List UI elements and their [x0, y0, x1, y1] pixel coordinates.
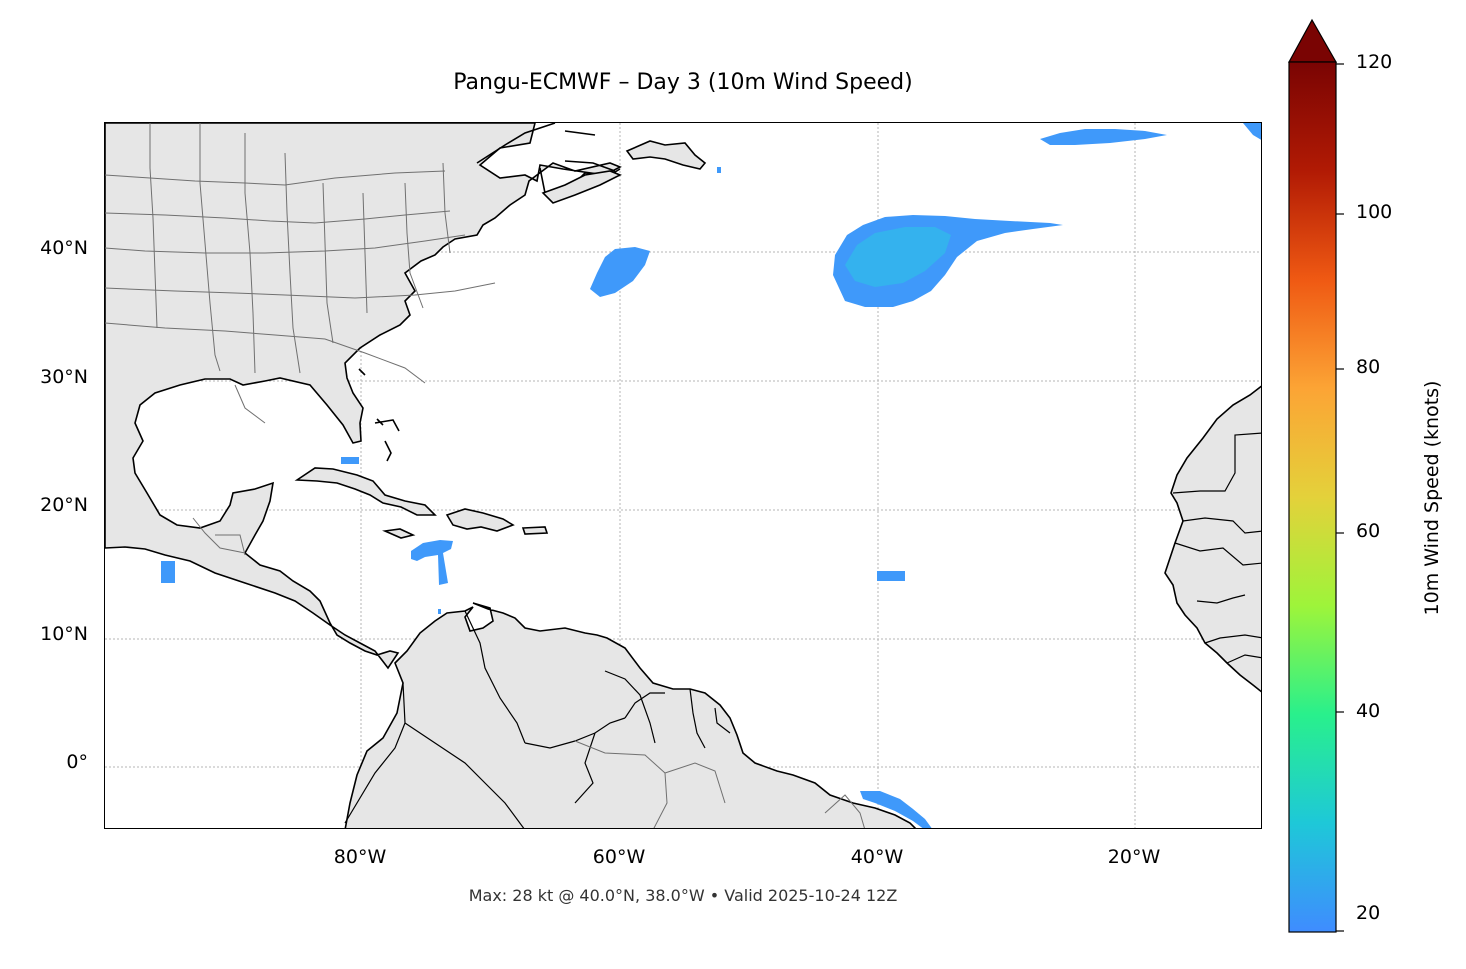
north-america-land [105, 123, 622, 670]
colorbar-tick-20: 20 [1356, 902, 1381, 924]
bahamas-land [358, 368, 400, 462]
jamaica-land [382, 528, 416, 539]
map-title: Pangu-ECMWF – Day 3 (10m Wind Speed) [453, 70, 913, 95]
lat-label-30n: 30°N [40, 366, 88, 388]
south-america-borders [344, 610, 731, 828]
lat-label-0: 0° [66, 751, 88, 773]
lon-label-80w: 80°W [333, 846, 387, 868]
cuba-land [294, 467, 437, 516]
wind-patch-cayman [341, 457, 359, 464]
lat-label-40n: 40°N [40, 237, 88, 259]
colorbar-tick-marks [1336, 63, 1344, 932]
map-canvas [105, 123, 1261, 828]
colorbar-gradient [1288, 61, 1337, 933]
colorbar-tick-40: 40 [1356, 700, 1381, 722]
south-america-internal-borders [574, 740, 865, 828]
colorbar-tick-100: 100 [1356, 201, 1393, 223]
colorbar-tick-80: 80 [1356, 356, 1381, 378]
lat-label-20n: 20°N [40, 494, 88, 516]
colorbar-tick-120: 120 [1356, 51, 1393, 73]
wind-region-caribbean [411, 540, 453, 585]
hispaniola-land [445, 508, 515, 532]
colorbar-label: 10m Wind Speed (knots) [1421, 380, 1443, 616]
wind-patch-nova-scotia [717, 167, 721, 173]
map-caption: Max: 28 kt @ 40.0°N, 38.0°W • Valid 2025… [468, 886, 898, 905]
wind-speed-field [161, 123, 1261, 828]
colorbar-extend-arrow [1288, 18, 1338, 63]
south-america-land [344, 602, 917, 828]
quebec-coast [476, 123, 621, 196]
puerto-rico-land [521, 526, 549, 535]
wind-region-northeast-edge [1243, 123, 1261, 140]
newfoundland-land [625, 140, 707, 170]
lat-label-10n: 10°N [40, 623, 88, 645]
colorbar-tick-60: 60 [1356, 520, 1381, 542]
political-borders [105, 123, 496, 556]
nova-scotia-land [541, 170, 622, 204]
wind-core-central-atlantic [845, 227, 951, 287]
map-panel[interactable] [104, 122, 1262, 829]
wind-patch-venezuela [438, 609, 441, 614]
wind-patch-gulf-honduras [161, 561, 175, 583]
wind-region-northeast-atlantic [1040, 129, 1167, 145]
lon-label-20w: 20°W [1107, 846, 1161, 868]
africa-land [1164, 385, 1261, 693]
lon-label-40w: 40°W [850, 846, 904, 868]
wind-region-brazil-coast [860, 791, 932, 828]
lon-label-60w: 60°W [592, 846, 646, 868]
wind-patch-tropical-atlantic [877, 571, 905, 581]
africa-borders [1172, 432, 1261, 664]
colorbar [1288, 18, 1344, 933]
wind-region-west-atlantic [590, 247, 650, 297]
